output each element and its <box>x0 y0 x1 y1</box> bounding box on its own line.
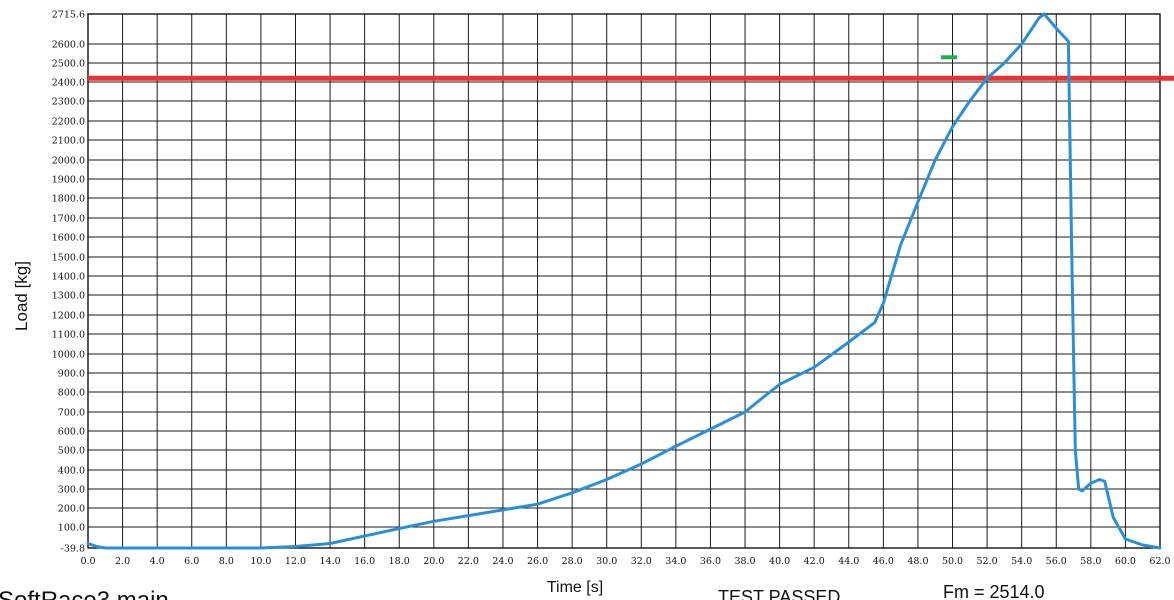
x-tick-label: 6.0 <box>184 556 199 567</box>
x-tick-label: 30.0 <box>596 556 617 567</box>
y-tick-label: 100.0 <box>58 523 85 534</box>
x-tick-label: 16.0 <box>354 556 375 567</box>
y-tick-label: 1200.0 <box>52 311 85 322</box>
y-tick-label: 2400.0 <box>52 78 85 89</box>
y-tick-label: 1300.0 <box>52 291 85 302</box>
y-tick-label: 2600.0 <box>52 40 85 51</box>
series-group <box>86 12 1162 550</box>
x-tick-label: 4.0 <box>150 556 165 567</box>
y-tick-label: 2300.0 <box>52 97 85 108</box>
y-tick-label: 1800.0 <box>52 194 85 205</box>
y-tick-label: 1400.0 <box>52 272 85 283</box>
y-tick-label: 1500.0 <box>52 253 85 264</box>
series-line <box>86 12 1162 550</box>
x-tick-label: 62.0 <box>1149 556 1170 567</box>
x-tick-label: 22.0 <box>458 556 479 567</box>
x-tick-label: 12.0 <box>285 556 306 567</box>
y-tick-label: 200.0 <box>58 504 85 515</box>
marker-group <box>941 55 958 60</box>
x-tick-label: 24.0 <box>492 556 513 567</box>
x-tick-label: 58.0 <box>1080 556 1101 567</box>
x-tick-label: 54.0 <box>1011 556 1032 567</box>
y-tick-label: 1100.0 <box>52 330 85 341</box>
x-tick-label: 8.0 <box>219 556 234 567</box>
y-tick-label: 500.0 <box>58 446 85 457</box>
plot-frame <box>87 13 1161 549</box>
y-tick-label: 300.0 <box>58 485 85 496</box>
app-name-label: SoftRace3 main <box>0 587 169 600</box>
x-tick-label: 48.0 <box>907 556 928 567</box>
x-tick-label: 28.0 <box>562 556 583 567</box>
y-tick-label: 600.0 <box>58 427 85 438</box>
x-tick-label: 50.0 <box>942 556 963 567</box>
y-tick-label: 700.0 <box>58 408 85 419</box>
x-tick-label: 52.0 <box>977 556 998 567</box>
x-tick-label: 32.0 <box>631 556 652 567</box>
y-tick-label: 1000.0 <box>52 350 85 361</box>
x-axis-label: Time [s] <box>547 579 603 596</box>
y-tick-label: 2100.0 <box>52 136 85 147</box>
test-status-text: TEST PASSED <box>718 587 840 600</box>
y-tick-label: 1700.0 <box>52 214 85 225</box>
x-tick-label: 20.0 <box>423 556 444 567</box>
x-tick-label: 18.0 <box>389 556 410 567</box>
y-tick-label: 400.0 <box>58 466 85 477</box>
y-tick-label: -39.8 <box>61 544 85 555</box>
x-tick-label: 60.0 <box>1115 556 1136 567</box>
x-tick-labels: 0.0 2.0 4.0 6.0 8.0 10.0 12.0 14.0 16.0 18.0 20.0 2… <box>80 556 1170 567</box>
fm-value-text: Fm = 2514.0 <box>943 582 1045 600</box>
x-tick-label: 10.0 <box>250 556 271 567</box>
y-tick-label: 2715.6 <box>52 10 85 21</box>
y-tick-label: 1600.0 <box>52 233 85 244</box>
chart-grid <box>87 13 1161 549</box>
y-tick-label: 2500.0 <box>52 59 85 70</box>
y-tick-label: 2000.0 <box>52 156 85 167</box>
x-tick-label: 0.0 <box>80 556 95 567</box>
x-tick-label: 42.0 <box>804 556 825 567</box>
x-tick-label: 14.0 <box>319 556 340 567</box>
y-tick-label: 2200.0 <box>52 117 85 128</box>
x-tick-label: 36.0 <box>700 556 721 567</box>
x-tick-label: 34.0 <box>665 556 686 567</box>
x-tick-label: 2.0 <box>115 556 130 567</box>
x-tick-label: 38.0 <box>734 556 755 567</box>
x-tick-label: 44.0 <box>838 556 859 567</box>
y-axis-label: Load [kg] <box>12 261 31 331</box>
x-tick-label: 26.0 <box>527 556 548 567</box>
y-tick-label: 1900.0 <box>52 175 85 186</box>
x-tick-label: 56.0 <box>1046 556 1067 567</box>
x-tick-label: 46.0 <box>873 556 894 567</box>
y-tick-label: 800.0 <box>58 388 85 399</box>
x-tick-label: 40.0 <box>769 556 790 567</box>
marker-point <box>941 55 958 60</box>
y-tick-label: 900.0 <box>58 369 85 380</box>
y-tick-labels: -39.8 100.0 200.0 300.0 400.0 500.0 600.0 700.0… <box>52 10 85 555</box>
